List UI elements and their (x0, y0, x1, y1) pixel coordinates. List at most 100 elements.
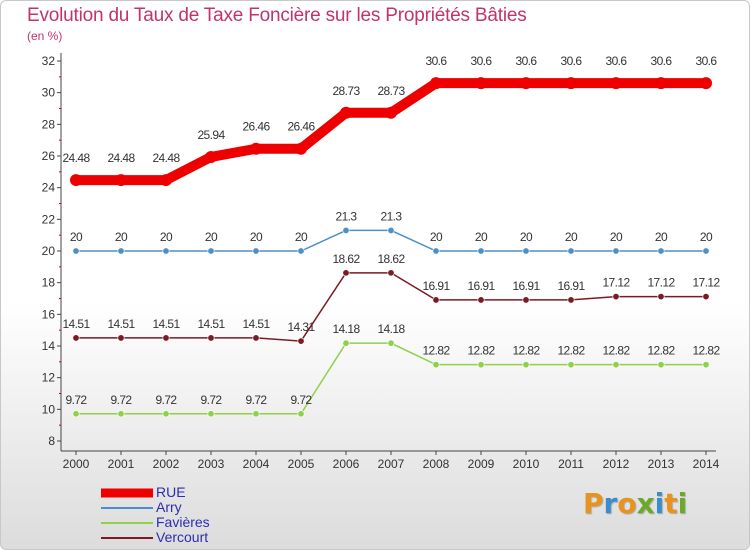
legend-item: RUE (101, 484, 301, 500)
data-label-arry: 21.3 (381, 209, 403, 223)
legend-item: Arry (101, 499, 301, 515)
data-point-rue (70, 174, 82, 187)
data-label-favieres: 12.82 (557, 344, 585, 358)
data-point-arry (432, 247, 440, 255)
data-label-rue: 30.6 (426, 54, 448, 68)
legend-swatch (101, 521, 153, 524)
logo-letter: x (636, 487, 655, 520)
data-point-vercourt (432, 296, 440, 304)
data-point-arry (612, 247, 620, 255)
data-label-favieres: 12.82 (602, 344, 630, 358)
data-label-arry: 20 (250, 230, 263, 244)
data-point-favieres (432, 361, 440, 369)
legend-label: Favières (156, 514, 210, 530)
data-point-arry (297, 247, 305, 255)
data-point-vercourt (612, 293, 620, 301)
data-point-rue (295, 142, 307, 155)
x-tick-label: 2011 (558, 457, 584, 471)
x-tick-label: 2006 (333, 457, 360, 471)
data-point-vercourt (522, 296, 530, 304)
data-point-favieres (162, 410, 170, 418)
data-point-arry (657, 247, 665, 255)
data-point-favieres (522, 361, 530, 369)
data-point-vercourt (702, 293, 710, 301)
data-point-vercourt (657, 293, 665, 301)
y-tick-label: 20 (42, 244, 56, 258)
data-label-arry: 20 (610, 230, 623, 244)
data-label-vercourt: 14.51 (62, 317, 90, 331)
data-label-rue: 24.48 (62, 151, 90, 165)
series-layer (70, 77, 712, 418)
data-point-arry (342, 226, 350, 234)
data-label-arry: 20 (295, 230, 308, 244)
data-point-arry (207, 247, 215, 255)
x-tick-label: 2005 (288, 457, 315, 471)
data-point-vercourt (252, 334, 260, 342)
data-label-arry: 20 (475, 230, 488, 244)
data-label-rue: 24.48 (152, 151, 180, 165)
data-label-rue: 25.94 (197, 128, 225, 142)
chart-title: Evolution du Taux de Taxe Foncière sur l… (27, 5, 527, 26)
data-label-rue: 26.46 (242, 120, 270, 134)
data-point-rue (115, 174, 127, 187)
data-point-rue (700, 77, 712, 90)
x-tick-label: 2008 (423, 457, 450, 471)
x-tick-label: 2004 (243, 457, 270, 471)
data-point-favieres (612, 361, 620, 369)
data-label-vercourt: 16.91 (512, 279, 540, 293)
data-point-arry (252, 247, 260, 255)
series-arry (72, 226, 710, 255)
x-tick-label: 2012 (603, 457, 630, 471)
data-point-arry (567, 247, 575, 255)
data-label-favieres: 9.72 (156, 393, 178, 407)
data-point-arry (477, 247, 485, 255)
y-tick-label: 30 (42, 86, 56, 100)
unit-label: (en %) (27, 29, 63, 43)
data-point-favieres (297, 410, 305, 418)
x-tick-label: 2003 (198, 457, 225, 471)
data-point-rue (475, 77, 487, 90)
data-label-vercourt: 16.91 (467, 279, 495, 293)
x-tick-label: 2010 (513, 457, 540, 471)
legend: RUE Arry Favières Vercourt (101, 484, 301, 545)
y-tick-label: 24 (42, 181, 56, 195)
data-label-arry: 20 (700, 230, 713, 244)
data-label-arry: 20 (205, 230, 218, 244)
data-label-favieres: 12.82 (422, 344, 450, 358)
data-label-arry: 20 (430, 230, 443, 244)
data-label-vercourt: 14.51 (152, 317, 180, 331)
y-tick-label: 18 (42, 276, 56, 290)
data-label-vercourt: 18.62 (377, 252, 405, 266)
data-label-arry: 20 (655, 230, 668, 244)
data-label-favieres: 9.72 (291, 393, 313, 407)
legend-item: Favières (101, 514, 301, 530)
data-point-favieres (657, 361, 665, 369)
data-label-favieres: 9.72 (246, 393, 268, 407)
data-point-rue (385, 106, 397, 119)
legend-swatch (101, 488, 153, 497)
legend-item: Vercourt (101, 529, 301, 545)
data-label-rue: 28.73 (377, 84, 405, 98)
data-label-favieres: 14.18 (377, 322, 405, 336)
data-point-rue (610, 77, 622, 90)
data-point-rue (340, 106, 352, 119)
legend-label: Arry (156, 499, 182, 515)
logo-letter: o (617, 487, 637, 520)
data-point-rue (250, 142, 262, 155)
data-label-arry: 20 (115, 230, 128, 244)
data-point-favieres (477, 361, 485, 369)
y-tick-label: 16 (42, 307, 56, 321)
x-tick-label: 2002 (153, 457, 180, 471)
series-vercourt (72, 269, 710, 345)
data-point-vercourt (207, 334, 215, 342)
data-label-rue: 30.6 (471, 54, 493, 68)
data-label-favieres: 14.18 (332, 322, 360, 336)
data-point-favieres (117, 410, 125, 418)
data-point-rue (160, 174, 172, 187)
data-label-favieres: 12.82 (467, 344, 495, 358)
data-point-vercourt (297, 337, 305, 345)
data-label-arry: 20 (565, 230, 578, 244)
logo-letter: P (583, 487, 604, 520)
